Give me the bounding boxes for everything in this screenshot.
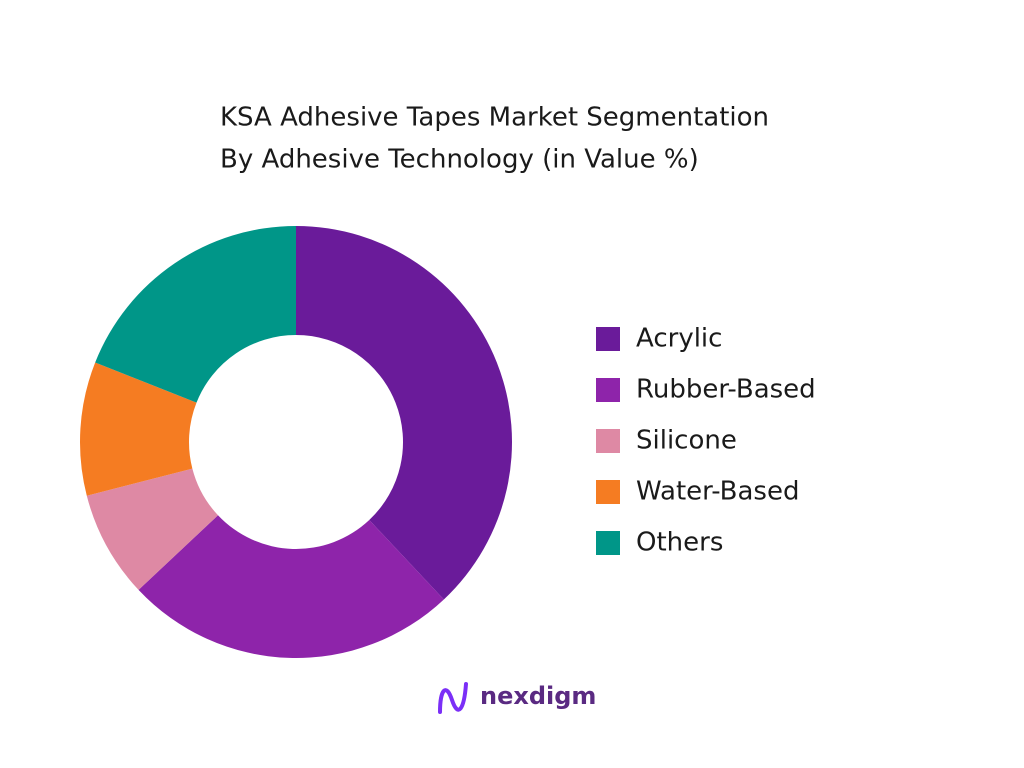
legend-label: Silicone <box>636 426 737 456</box>
donut-slice <box>138 515 444 658</box>
legend-label: Others <box>636 528 723 558</box>
donut-slice <box>79 362 197 496</box>
legend-swatch <box>596 429 620 453</box>
legend-swatch <box>596 378 620 402</box>
logo-text: nexdigm <box>480 682 596 710</box>
legend-swatch <box>596 531 620 555</box>
donut-slice <box>86 468 219 590</box>
legend-label: Acrylic <box>636 324 722 354</box>
chart-subtitle: By Adhesive Technology (in Value %) <box>220 145 699 175</box>
donut-slice <box>296 226 512 600</box>
legend-label: Rubber-Based <box>636 375 816 405</box>
chart-title: KSA Adhesive Tapes Market Segmentation <box>220 103 769 133</box>
legend-swatch <box>596 327 620 351</box>
logo: nexdigm <box>438 682 596 714</box>
logo-icon <box>438 682 468 714</box>
legend-label: Water-Based <box>636 477 799 507</box>
legend-swatch <box>596 480 620 504</box>
donut-slice <box>95 226 297 403</box>
